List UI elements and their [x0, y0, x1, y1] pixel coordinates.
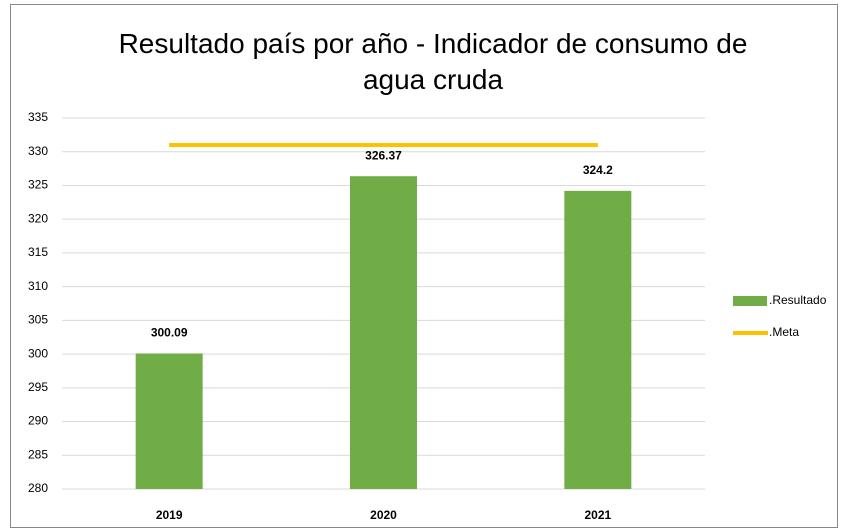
data-label: 326.37 [365, 148, 402, 162]
y-tick-label: 330 [28, 144, 48, 158]
legend-key [733, 296, 767, 306]
y-tick-label: 300 [28, 346, 48, 360]
chart-frame [10, 4, 838, 528]
y-tick-label: 295 [28, 380, 48, 394]
y-tick-label: 325 [28, 178, 48, 192]
legend-label: .Meta [769, 325, 799, 339]
data-label: 324.2 [583, 163, 613, 177]
chart-title: Resultado país por año - Indicador de co… [118, 28, 748, 95]
y-tick-label: 285 [28, 447, 48, 461]
y-tick-label: 305 [28, 313, 48, 327]
y-tick-label: 320 [28, 211, 48, 225]
data-label: 300.09 [151, 326, 188, 340]
legend-label: .Resultado [769, 293, 827, 307]
x-tick-label: 2019 [156, 508, 183, 522]
y-tick-label: 315 [28, 245, 48, 259]
bar [564, 190, 632, 490]
x-tick-label: 2020 [370, 508, 397, 522]
bar [135, 353, 203, 489]
bar [350, 176, 417, 490]
y-tick-label: 310 [28, 279, 48, 293]
x-tick-label: 2021 [584, 508, 611, 522]
y-tick-label: 335 [28, 110, 48, 124]
y-tick-label: 280 [28, 481, 48, 495]
y-tick-label: 290 [28, 414, 48, 428]
